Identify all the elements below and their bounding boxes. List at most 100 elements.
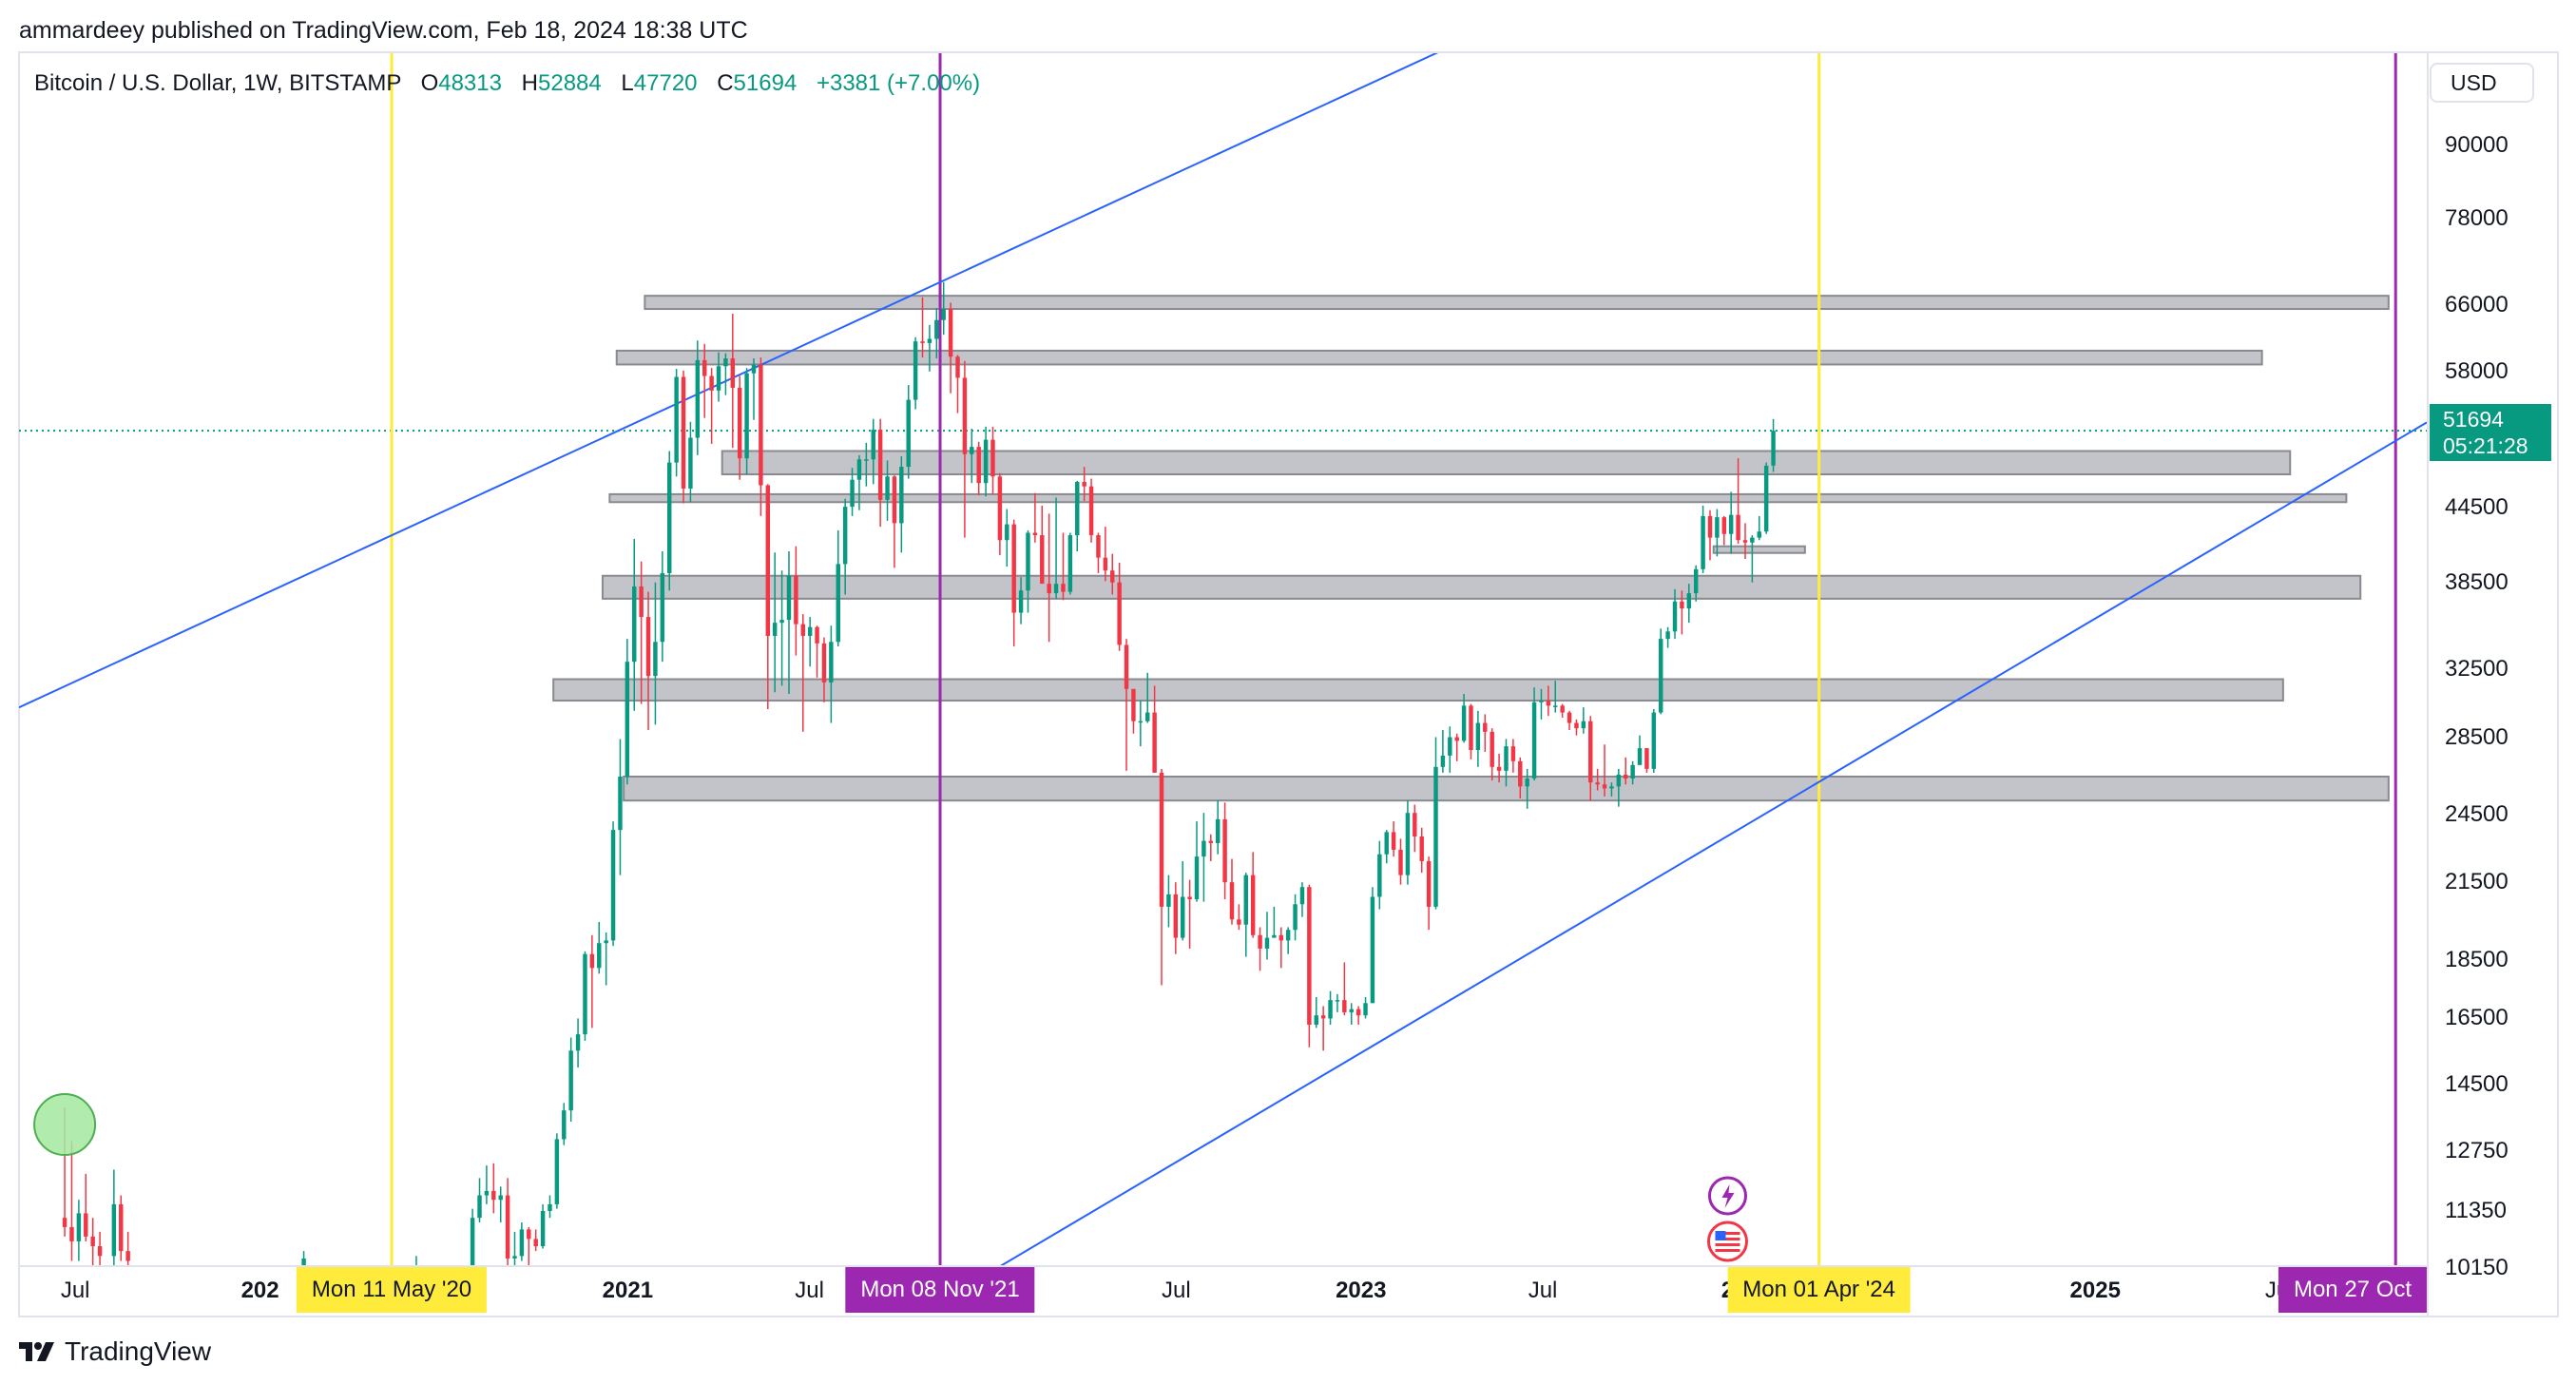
candle-body bbox=[709, 375, 714, 391]
candle-body bbox=[1320, 1015, 1326, 1019]
price-tick: 32500 bbox=[2445, 656, 2509, 682]
candle-body bbox=[864, 459, 869, 461]
candle-body bbox=[1553, 705, 1558, 707]
candle-body bbox=[1461, 705, 1467, 741]
price-tick: 10150 bbox=[2445, 1255, 2509, 1281]
candle-body bbox=[301, 1258, 306, 1265]
candle-body bbox=[1644, 748, 1649, 769]
price-tick: 21500 bbox=[2445, 869, 2509, 895]
price-tick: 90000 bbox=[2445, 132, 2509, 158]
candle-body bbox=[653, 642, 658, 677]
candle-body bbox=[1680, 601, 1684, 609]
symbol-label: Bitcoin / U.S. Dollar, 1W, BITSTAMP bbox=[34, 70, 401, 96]
candle-body bbox=[1504, 746, 1509, 771]
candle-body bbox=[1742, 540, 1748, 543]
candle-body bbox=[1595, 782, 1600, 785]
candle-body bbox=[1363, 1003, 1368, 1016]
candle-body bbox=[1525, 778, 1529, 787]
candle-body bbox=[1531, 702, 1537, 779]
zone-rect bbox=[644, 295, 2390, 311]
publish-info: ammardeey published on TradingView.com, … bbox=[19, 17, 748, 44]
bar-countdown: 05:21:28 bbox=[2443, 433, 2528, 459]
candle-body bbox=[842, 507, 848, 565]
candle-body bbox=[970, 447, 974, 454]
candle-body bbox=[1011, 524, 1016, 613]
candle-body bbox=[779, 620, 784, 624]
candle-body bbox=[1264, 937, 1270, 949]
horizontal-zones[interactable] bbox=[552, 295, 2390, 802]
annotation-markers bbox=[33, 1093, 1748, 1262]
candle-body bbox=[800, 624, 805, 636]
open-label: O bbox=[420, 70, 439, 96]
high-value: 52884 bbox=[538, 70, 602, 96]
cycle-date-flag: Mon 11 May '20 bbox=[296, 1267, 488, 1313]
candle-body bbox=[1124, 644, 1129, 689]
cycle-date-flag: Mon 27 Oct bbox=[2278, 1267, 2428, 1313]
candle-body bbox=[1096, 535, 1101, 558]
candle-body bbox=[645, 617, 651, 677]
trendlines[interactable] bbox=[19, 0, 2427, 1268]
candle-body bbox=[1384, 832, 1389, 855]
candle-body bbox=[1454, 737, 1459, 741]
candle-body bbox=[1588, 721, 1593, 783]
candle-body bbox=[1110, 570, 1115, 583]
candle-body bbox=[1067, 535, 1073, 592]
candle-body bbox=[1166, 894, 1171, 907]
candle-body bbox=[125, 1251, 130, 1261]
candle-body bbox=[470, 1218, 475, 1265]
candle-body bbox=[794, 575, 798, 625]
candle-body bbox=[997, 476, 1003, 541]
last-price-value: 51694 bbox=[2443, 407, 2504, 432]
zone-rect bbox=[615, 349, 2263, 366]
cycle-date-flag: Mon 01 Apr '24 bbox=[1727, 1267, 1911, 1313]
candle-body bbox=[1440, 755, 1446, 767]
candle-body bbox=[1349, 1009, 1354, 1012]
candle-body bbox=[1272, 934, 1277, 938]
candle-body bbox=[610, 830, 616, 941]
candles[interactable] bbox=[62, 281, 1776, 1268]
candle-body bbox=[829, 642, 834, 682]
candle-body bbox=[1180, 896, 1185, 938]
ohlc-legend: Bitcoin / U.S. Dollar, 1W, BITSTAMP O483… bbox=[34, 70, 980, 97]
candle-body bbox=[899, 467, 904, 524]
candle-body bbox=[512, 1256, 517, 1259]
candle-body bbox=[1355, 1009, 1361, 1016]
candle-body bbox=[927, 338, 932, 343]
price-tick: 12750 bbox=[2445, 1138, 2509, 1164]
price-tick: 38500 bbox=[2445, 568, 2509, 595]
candle-body bbox=[976, 447, 981, 484]
candle-body bbox=[716, 366, 721, 391]
candle-body bbox=[477, 1195, 482, 1219]
candle-body bbox=[1222, 818, 1227, 883]
zone-rect bbox=[721, 450, 2292, 475]
candle-body bbox=[660, 572, 665, 643]
zone-rect bbox=[552, 678, 2284, 702]
candle-body bbox=[1609, 786, 1614, 789]
candle-body bbox=[1715, 517, 1720, 538]
candle-body bbox=[1736, 514, 1740, 541]
candle-body bbox=[639, 586, 644, 618]
candle-body bbox=[1546, 701, 1551, 706]
candle-body bbox=[1672, 601, 1678, 632]
chart-frame[interactable] bbox=[18, 51, 2559, 1317]
candle-body bbox=[674, 376, 679, 463]
candle-body bbox=[505, 1195, 510, 1259]
candle-body bbox=[1215, 818, 1221, 843]
candle-body bbox=[759, 364, 763, 486]
candle-body bbox=[1005, 524, 1009, 541]
candle-body bbox=[786, 575, 792, 621]
cycle-lines[interactable] bbox=[390, 53, 2397, 1265]
candle-body bbox=[583, 953, 587, 1035]
candle-body bbox=[1250, 875, 1256, 935]
time-tick: Jul bbox=[795, 1278, 824, 1303]
candle-body bbox=[885, 476, 890, 500]
candle-body bbox=[618, 776, 623, 831]
candle-body bbox=[1405, 813, 1411, 875]
flag-stripe bbox=[1715, 1243, 1740, 1246]
candle-body bbox=[62, 1218, 67, 1227]
last-price-badge: 51694 05:21:28 bbox=[2430, 404, 2551, 462]
currency-button[interactable]: USD bbox=[2430, 63, 2534, 103]
flag-stripe bbox=[1715, 1232, 1740, 1235]
candle-body bbox=[554, 1139, 560, 1204]
